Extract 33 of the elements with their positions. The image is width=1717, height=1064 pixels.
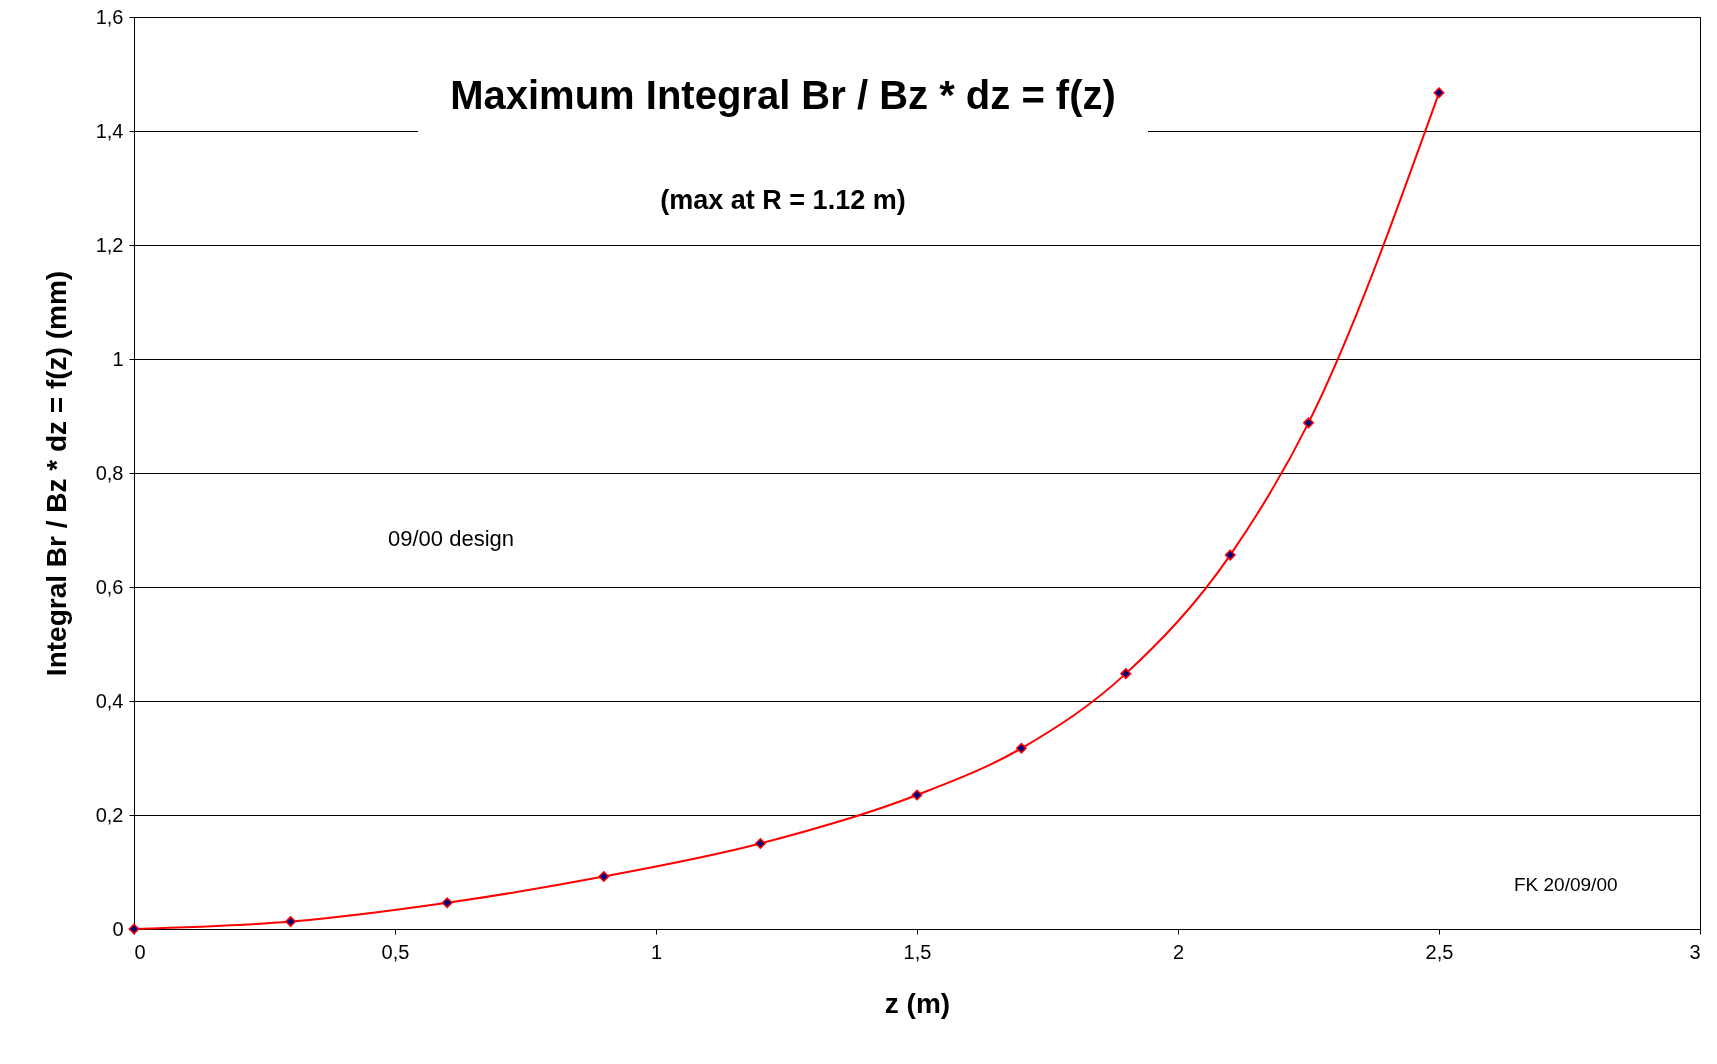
point (128, 923, 140, 935)
x-tick-label: 2 (1172, 940, 1185, 963)
y-tick-label: 0,2 (95, 803, 124, 826)
y-tick-label: 1,4 (95, 119, 124, 142)
x-tick-label: 0,5 (381, 940, 410, 963)
point (598, 871, 610, 883)
x-tick-label: 2,5 (1425, 940, 1454, 963)
y-tick-label: 0,8 (95, 461, 124, 484)
text: (max at R = 1.12 m) (660, 185, 906, 215)
point (1433, 87, 1445, 99)
x-tick-label: 1,5 (903, 940, 932, 963)
point (1303, 417, 1314, 429)
point (911, 789, 923, 801)
point (1120, 668, 1132, 680)
y-axis-title: Integral Br / Bz * dz = f(z) (mm) (40, 270, 72, 677)
text: Maximum Integral Br / Bz * dz = f(z) (450, 73, 1116, 117)
y-tick-label: 1,6 (95, 5, 124, 28)
y-tick-label: 0 (112, 917, 124, 940)
x-axis-title: z (m) (884, 987, 951, 1019)
y-tick-label: 0,6 (95, 575, 124, 598)
point (754, 838, 766, 849)
x-tick-label: 3 (1689, 940, 1701, 963)
y-tick-label: 1 (112, 347, 124, 370)
x-tick-label: 1 (650, 940, 663, 963)
x-tick-label: 0 (134, 940, 146, 963)
y-tick-label: 1,2 (95, 233, 124, 256)
point (1224, 549, 1236, 561)
point (441, 897, 453, 909)
point (1015, 742, 1027, 754)
point (285, 916, 297, 928)
annotation: 09/00 design (388, 526, 514, 551)
y-tick-label: 0,4 (95, 689, 124, 712)
annotation: FK 20/09/00 (1514, 874, 1618, 895)
